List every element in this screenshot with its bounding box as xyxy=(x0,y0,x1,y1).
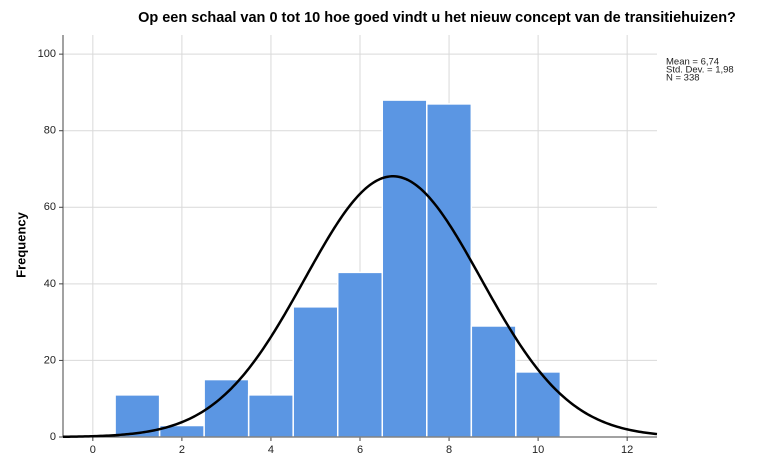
x-tick-label: 4 xyxy=(268,444,274,454)
chart-title: Op een schaal van 0 tot 10 hoe goed vind… xyxy=(138,10,736,26)
x-tick-label: 12 xyxy=(621,444,633,454)
x-tick-label: 10 xyxy=(532,444,544,454)
y-tick-label: 40 xyxy=(44,278,56,290)
bar xyxy=(426,103,473,438)
bar xyxy=(381,99,428,438)
x-tick-label: 2 xyxy=(179,444,185,454)
bar xyxy=(247,394,294,438)
y-axis-label: Frequency xyxy=(13,211,28,278)
stat-label: Mean = 6,74 xyxy=(666,57,719,68)
y-tick-label: 0 xyxy=(50,431,56,443)
stat-label: N = 338 xyxy=(666,73,700,84)
stat-label: Std. Dev. = 1,98 xyxy=(666,65,734,76)
x-tick-label: 8 xyxy=(446,444,452,454)
bar xyxy=(336,271,384,438)
y-tick-label: 20 xyxy=(44,354,56,366)
normal-curve xyxy=(62,175,658,439)
bar xyxy=(203,378,250,438)
y-tick-label: 80 xyxy=(44,125,56,137)
x-tick-label: 0 xyxy=(90,444,96,454)
y-tick-label: 100 xyxy=(38,48,56,60)
bar xyxy=(515,371,562,438)
bar xyxy=(470,325,517,438)
x-tick-label: 6 xyxy=(357,444,363,454)
y-tick-label: 60 xyxy=(44,201,56,213)
bar xyxy=(292,306,339,438)
